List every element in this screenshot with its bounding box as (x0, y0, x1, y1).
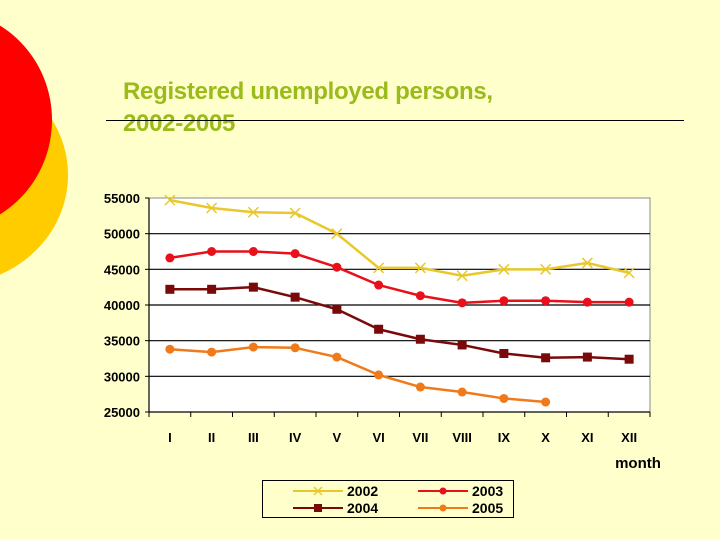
data-point-marker (541, 397, 551, 407)
legend-label: 2002 (347, 483, 379, 499)
data-point-marker (290, 343, 300, 353)
legend-item-2002: 2002 (293, 483, 378, 499)
data-point-marker (457, 387, 467, 397)
data-point-marker (207, 347, 217, 357)
x-tick-label: XI (581, 430, 593, 445)
x-tick-label: VIII (452, 430, 472, 445)
data-point-marker (498, 263, 510, 275)
y-tick-label: 40000 (104, 298, 140, 313)
series-2005 (165, 342, 551, 407)
data-point-marker (499, 393, 509, 403)
data-point-marker (373, 262, 385, 274)
data-point-marker (164, 194, 176, 206)
x-tick-label: VII (412, 430, 428, 445)
data-point-marker (374, 370, 384, 380)
data-point-marker (206, 202, 218, 214)
slide-title: Registered unemployed persons, 2002-2005 (123, 76, 493, 140)
x-tick-label: X (541, 430, 550, 445)
data-point-marker (165, 284, 175, 294)
legend-circle-marker-icon (418, 504, 468, 512)
y-tick-label: 25000 (104, 405, 140, 420)
data-point-marker (456, 270, 468, 282)
legend-item-2003: 2003 (418, 483, 503, 499)
red-circle-decoration (0, 25, 52, 215)
data-point-marker (374, 280, 384, 290)
y-axis-tick-labels: 25000 30000 35000 40000 45000 50000 55000 (104, 191, 140, 420)
legend-square-marker-icon (293, 504, 343, 512)
x-tick-label: IX (498, 430, 511, 445)
data-point-marker (581, 257, 593, 269)
x-tick-label: V (333, 430, 342, 445)
x-tick-label: XII (621, 430, 637, 445)
legend-label: 2004 (347, 500, 379, 516)
data-point-marker (289, 207, 301, 219)
data-point-marker (415, 334, 425, 344)
data-point-marker (207, 284, 217, 294)
data-point-marker (332, 262, 342, 272)
x-tick-label: VI (372, 430, 384, 445)
data-point-marker (247, 206, 259, 218)
data-point-marker (332, 352, 342, 362)
data-point-marker (582, 352, 592, 362)
data-point-marker (374, 324, 384, 334)
title-line-2: 2002-2005 (123, 110, 236, 137)
x-tick-label: III (248, 430, 259, 445)
data-point-marker (290, 292, 300, 302)
x-axis-label: month (615, 455, 661, 472)
y-tick-label: 45000 (104, 262, 140, 277)
legend-label: 2005 (472, 500, 504, 516)
legend-item-2004: 2004 (293, 500, 378, 516)
data-point-marker (331, 228, 343, 240)
legend-item-2005: 2005 (418, 500, 503, 516)
x-axis: I II III IV V VI VII VIII IX X XI XII (145, 197, 651, 445)
y-tick-label: 35000 (104, 334, 140, 349)
data-series (164, 194, 635, 407)
y-tick-label: 30000 (104, 369, 140, 384)
data-point-marker (540, 263, 552, 275)
data-point-marker (541, 353, 551, 363)
data-point-marker (624, 354, 634, 364)
data-point-marker (415, 291, 425, 301)
legend-circle-marker-icon (418, 487, 468, 495)
data-point-marker (207, 247, 217, 256)
data-point-marker (582, 297, 592, 307)
data-point-marker (623, 267, 635, 279)
data-point-marker (541, 296, 551, 306)
series-2002 (164, 194, 635, 282)
data-point-marker (624, 297, 634, 307)
y-tick-label: 50000 (104, 227, 140, 242)
x-tick-label: IV (289, 430, 302, 445)
data-point-marker (415, 382, 425, 392)
data-point-marker (332, 304, 342, 314)
data-point-marker (165, 253, 175, 263)
series-2003 (165, 247, 634, 308)
y-tick-label: 55000 (104, 191, 140, 206)
x-tick-label: I (168, 430, 172, 445)
chart-legend: 2002 2003 2004 2005 (262, 480, 514, 518)
legend-label: 2003 (472, 483, 504, 499)
decorative-circles (0, 25, 68, 275)
gridlines (149, 233, 650, 377)
data-point-marker (165, 344, 175, 354)
title-underline-rule (106, 120, 684, 121)
data-point-marker (499, 349, 509, 359)
data-point-marker (248, 247, 258, 256)
data-point-marker (414, 262, 426, 274)
data-point-marker (499, 296, 509, 306)
data-point-marker (248, 342, 258, 352)
data-point-marker (457, 340, 467, 350)
x-tick-label: II (208, 430, 215, 445)
data-point-marker (457, 298, 467, 308)
legend-x-marker-icon (293, 486, 343, 496)
title-line-1: Registered unemployed persons, (123, 78, 493, 105)
data-point-marker (248, 282, 258, 292)
series-2004 (165, 282, 634, 364)
data-point-marker (290, 249, 300, 259)
